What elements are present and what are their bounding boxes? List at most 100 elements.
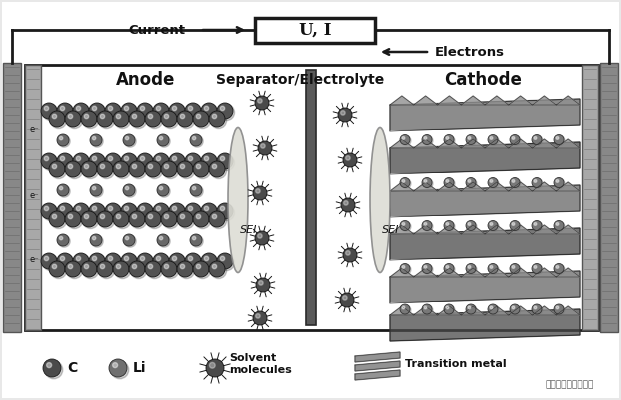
- Text: C: C: [67, 361, 77, 375]
- Circle shape: [422, 304, 432, 314]
- Circle shape: [171, 154, 186, 170]
- Polygon shape: [414, 96, 438, 105]
- Circle shape: [444, 220, 454, 230]
- Circle shape: [108, 156, 112, 161]
- Circle shape: [113, 111, 129, 127]
- Circle shape: [90, 234, 102, 246]
- Circle shape: [83, 213, 99, 228]
- Circle shape: [122, 105, 138, 121]
- Circle shape: [400, 220, 410, 230]
- Circle shape: [83, 113, 99, 129]
- Polygon shape: [461, 306, 485, 315]
- Circle shape: [201, 203, 217, 219]
- Circle shape: [73, 203, 89, 219]
- Circle shape: [92, 206, 97, 211]
- Circle shape: [138, 154, 155, 170]
- Circle shape: [489, 305, 499, 315]
- Circle shape: [511, 305, 521, 315]
- Circle shape: [105, 253, 121, 269]
- Circle shape: [534, 306, 537, 309]
- Circle shape: [532, 178, 542, 188]
- Circle shape: [157, 234, 169, 246]
- Circle shape: [52, 164, 57, 169]
- Polygon shape: [390, 271, 580, 303]
- Polygon shape: [390, 309, 580, 341]
- Circle shape: [423, 264, 433, 274]
- Circle shape: [512, 306, 515, 309]
- Circle shape: [556, 136, 559, 139]
- Circle shape: [156, 106, 161, 111]
- Circle shape: [422, 220, 432, 230]
- Polygon shape: [414, 225, 438, 234]
- Polygon shape: [556, 139, 580, 148]
- Circle shape: [191, 235, 203, 247]
- Circle shape: [148, 264, 153, 269]
- Circle shape: [400, 178, 410, 188]
- Circle shape: [400, 264, 410, 274]
- Circle shape: [180, 214, 184, 219]
- Circle shape: [84, 264, 89, 269]
- Bar: [582, 65, 598, 330]
- Circle shape: [50, 263, 66, 279]
- Circle shape: [73, 253, 89, 269]
- Circle shape: [81, 211, 97, 227]
- Polygon shape: [532, 225, 556, 234]
- Circle shape: [446, 222, 449, 225]
- Circle shape: [258, 234, 262, 238]
- Text: Electrons: Electrons: [435, 46, 505, 58]
- Circle shape: [172, 156, 177, 161]
- Circle shape: [115, 113, 130, 129]
- Circle shape: [253, 186, 267, 200]
- Text: Li: Li: [133, 361, 147, 375]
- Polygon shape: [485, 306, 509, 315]
- Bar: [390, 259, 580, 278]
- Circle shape: [512, 266, 515, 268]
- Text: e⁻: e⁻: [29, 126, 39, 134]
- Circle shape: [219, 204, 235, 221]
- Circle shape: [75, 204, 91, 221]
- Circle shape: [107, 255, 122, 271]
- Circle shape: [121, 153, 137, 169]
- Circle shape: [148, 214, 153, 219]
- Circle shape: [105, 203, 121, 219]
- Circle shape: [68, 264, 73, 269]
- Circle shape: [66, 113, 83, 129]
- Circle shape: [424, 222, 427, 225]
- Circle shape: [130, 113, 147, 129]
- Circle shape: [489, 222, 499, 232]
- Circle shape: [90, 184, 102, 196]
- Polygon shape: [509, 182, 532, 191]
- Circle shape: [148, 114, 153, 119]
- Circle shape: [65, 161, 81, 177]
- Circle shape: [160, 236, 163, 240]
- Polygon shape: [532, 139, 556, 148]
- Circle shape: [140, 156, 145, 161]
- Circle shape: [124, 206, 129, 211]
- Circle shape: [161, 261, 177, 277]
- Circle shape: [512, 136, 515, 139]
- Circle shape: [138, 105, 155, 121]
- Circle shape: [116, 264, 120, 269]
- Circle shape: [343, 201, 348, 205]
- Polygon shape: [438, 306, 461, 315]
- Circle shape: [115, 213, 130, 228]
- Polygon shape: [556, 96, 580, 105]
- Circle shape: [255, 96, 269, 110]
- Circle shape: [125, 136, 129, 140]
- Circle shape: [186, 105, 202, 121]
- Circle shape: [466, 220, 476, 230]
- Circle shape: [446, 180, 449, 182]
- Circle shape: [555, 178, 565, 188]
- Circle shape: [488, 220, 498, 230]
- Circle shape: [76, 206, 81, 211]
- Circle shape: [211, 113, 227, 129]
- Circle shape: [156, 256, 161, 261]
- Circle shape: [172, 106, 177, 111]
- Polygon shape: [438, 268, 461, 277]
- Circle shape: [90, 134, 102, 146]
- Circle shape: [446, 136, 449, 139]
- Circle shape: [202, 154, 219, 170]
- Circle shape: [124, 256, 129, 261]
- Circle shape: [84, 114, 89, 119]
- Circle shape: [488, 134, 498, 144]
